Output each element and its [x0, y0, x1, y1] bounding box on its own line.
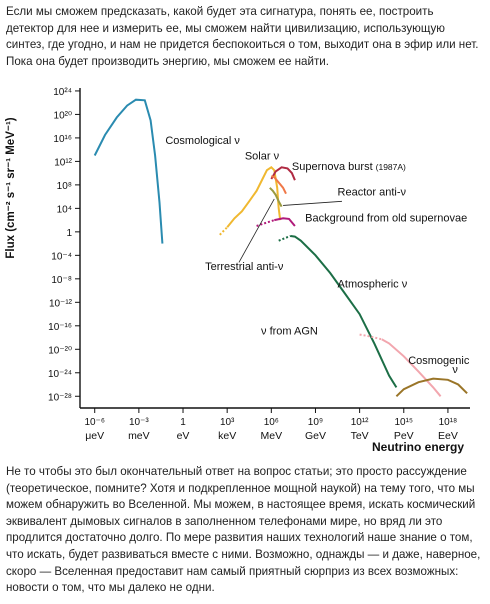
- series-cosmological: [93, 98, 164, 244]
- annotation-label: ν: [452, 364, 458, 376]
- y-tick-label: 10⁻²⁸: [48, 392, 72, 403]
- series-from-agn: [381, 338, 442, 397]
- annotation-label: Cosmogenic: [408, 355, 470, 367]
- annotation-label: Background from old supernovae: [305, 212, 467, 224]
- chart-axes: [79, 88, 470, 409]
- x-tick-unit: keV: [218, 430, 236, 442]
- x-axis-label: Neutrino energy: [372, 440, 464, 454]
- x-tick-label: 10⁻³: [129, 417, 149, 428]
- annotation-label: ν from AGN: [261, 326, 318, 338]
- y-tick-label: 10²⁰: [54, 110, 72, 121]
- annotation-label: Cosmological ν: [165, 135, 240, 147]
- annotation-sub-label: (1987A): [376, 162, 406, 172]
- x-tick-label: 10⁹: [308, 417, 323, 428]
- y-tick-label: 10²⁴: [53, 87, 72, 98]
- series-background-from-old-supernovae: [274, 217, 296, 227]
- annotation-label: Atmospheric ν: [338, 279, 408, 291]
- outro-paragraph: Не то чтобы это был окончательный ответ …: [6, 465, 481, 595]
- x-tick-unit: MeV: [261, 430, 283, 442]
- y-tick-label: 10¹⁶: [53, 134, 72, 145]
- y-tick-label: 10⁸: [57, 181, 72, 192]
- chart-svg: 10²⁴ 10²⁰ 10¹⁶ 10¹² 10⁸ 10⁴ 1 10⁻⁴ 10⁻⁸ 10⁻¹² 10⁻¹…: [5, 87, 470, 454]
- x-tick-label: 1: [180, 417, 186, 428]
- x-tick-label: 10¹²: [351, 417, 369, 428]
- annotation-label: Terrestrial anti-ν: [205, 261, 284, 273]
- series-atmospheric: [290, 235, 398, 388]
- y-tick-label: 10⁻²⁴: [48, 369, 72, 380]
- y-tick-label: 10⁻¹²: [49, 298, 73, 309]
- pointer-line: [283, 200, 342, 206]
- series-solar-dashed: [219, 226, 228, 236]
- y-tick-label: 10⁻²⁰: [48, 345, 72, 356]
- intro-paragraph: Если мы сможем предсказать, какой будет …: [6, 5, 479, 68]
- series-cosmogenic: [395, 377, 468, 398]
- series-background-from-old-supernovae-dashed: [256, 219, 275, 227]
- y-tick-label: 10¹²: [54, 157, 72, 168]
- chart-series: [93, 98, 468, 398]
- chart-ticks: 10²⁴ 10²⁰ 10¹⁶ 10¹² 10⁸ 10⁴ 1 10⁻⁴ 10⁻⁸ 10⁻¹² 10⁻¹…: [48, 87, 458, 442]
- series-terrestrial-anti: [269, 187, 283, 208]
- series-reactor-anti: [270, 175, 287, 195]
- x-tick-unit: EeV: [438, 430, 458, 442]
- x-tick-label: 10¹⁵: [394, 417, 413, 428]
- x-tick-unit: GeV: [305, 430, 326, 442]
- y-tick-label: 1: [66, 228, 72, 239]
- x-tick-unit: meV: [128, 430, 150, 442]
- x-tick-unit: eV: [177, 430, 190, 442]
- pointer-line: [238, 198, 275, 263]
- annotation-label: Solar ν: [245, 151, 280, 163]
- y-tick-label: 10⁻⁴: [51, 251, 72, 262]
- series-solar: [226, 166, 282, 228]
- y-tick-label: 10⁻⁸: [51, 275, 72, 286]
- series-atmospheric-dashed: [278, 235, 291, 242]
- y-axis-label: Flux (cm⁻² s⁻¹ sr⁻¹ MeV⁻¹): [5, 117, 17, 258]
- x-tick-unit: PeV: [394, 430, 414, 442]
- annotation-label: Supernova burst (1987A): [292, 161, 406, 173]
- series-supernova-burst-1987a: [270, 166, 296, 181]
- y-tick-label: 10⁻¹⁶: [48, 322, 72, 333]
- x-tick-label: 10⁶: [264, 417, 279, 428]
- x-tick-unit: μeV: [85, 430, 104, 442]
- y-tick-label: 10⁴: [57, 204, 72, 215]
- x-tick-label: 10³: [220, 417, 235, 428]
- x-tick-label: 10⁻⁶: [84, 417, 105, 428]
- x-tick-label: 10¹⁸: [439, 417, 458, 428]
- annotation-label: Reactor anti-ν: [338, 186, 407, 198]
- x-tick-unit: TeV: [351, 430, 369, 442]
- chart-annotations: Cosmological ν Solar ν Supernova burst (198…: [165, 135, 469, 376]
- neutrino-flux-chart: 10²⁴ 10²⁰ 10¹⁶ 10¹² 10⁸ 10⁴ 1 10⁻⁴ 10⁻⁸ 10⁻¹² 10⁻¹…: [0, 78, 490, 458]
